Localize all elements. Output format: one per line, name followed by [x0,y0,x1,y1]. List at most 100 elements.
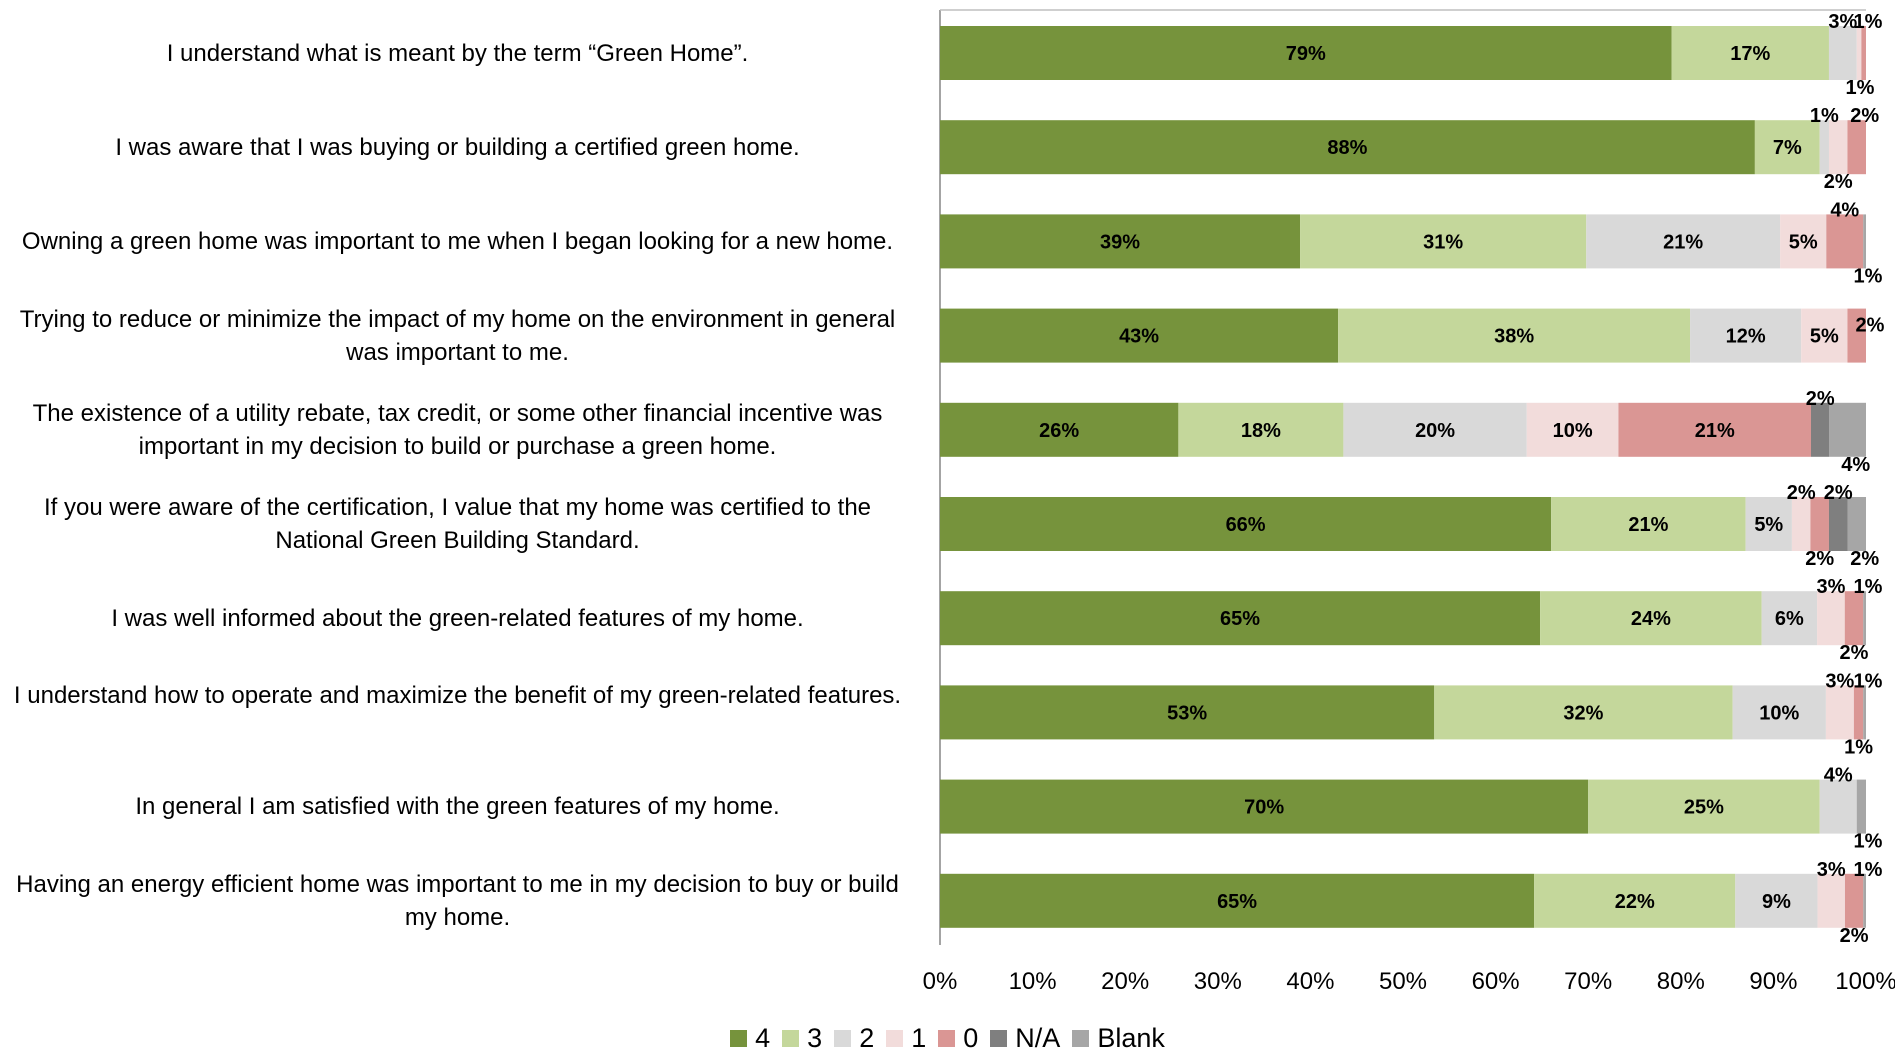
bar-segment-3 [1540,591,1762,646]
data-label: 66% [1226,514,1266,536]
data-label: 10% [1553,420,1593,442]
data-label: 43% [1119,326,1159,348]
bar-segment-1 [1856,26,1862,80]
bar-segment-1 [1780,214,1827,269]
bar-segment-4 [940,26,1672,80]
data-label: 3% [1817,859,1846,881]
bar-segment-0 [1847,308,1866,363]
data-label: 1% [1854,670,1883,692]
legend-label: 0 [963,1023,979,1053]
bar-segment-4 [940,214,1301,269]
data-label: 65% [1217,891,1257,913]
x-tick-label: 40% [1286,968,1334,995]
category-label: Trying to reduce or minimize the impact … [19,305,896,366]
bar-segment-3 [1434,685,1733,740]
data-label: 2% [1840,642,1869,664]
data-label: 38% [1494,326,1534,348]
category-label: In general I am satisfied with the green… [135,793,780,821]
bar-segment-2 [1745,497,1792,551]
bar-segment-blank [1847,497,1866,551]
data-label: 2% [1850,105,1879,127]
bar-segment-4 [940,497,1552,551]
data-label: 2% [1806,388,1835,410]
data-label: 20% [1415,420,1455,442]
x-tick-label: 80% [1657,968,1705,995]
data-label: 7% [1773,137,1802,159]
bar-segment-blank [1863,214,1866,269]
legend-label: 1 [911,1023,927,1053]
legend-swatch [834,1030,852,1047]
data-label: 1% [1844,736,1873,758]
data-label: 5% [1789,231,1818,253]
bar-segment-0 [1844,591,1864,646]
data-label: 88% [1327,137,1367,159]
legend-swatch [1072,1030,1090,1047]
bar-segment-2 [1586,214,1781,269]
bar-segment-1 [1791,497,1811,551]
data-label: 4% [1841,454,1870,476]
bar-segment-1 [1817,873,1845,928]
bar-segment-blank [1863,685,1866,740]
bar-segment-3 [1754,120,1820,175]
bar-segment-4 [940,779,1589,834]
data-label: 6% [1775,608,1804,630]
bar-segment-4 [940,308,1339,363]
x-tick-label: 10% [1009,968,1057,995]
data-label: 25% [1684,797,1724,819]
data-label: 4% [1824,765,1853,787]
data-label: 32% [1563,702,1603,724]
legend-item: 0 [938,1023,978,1054]
data-label: 18% [1241,420,1281,442]
bar-segment-1 [1828,120,1848,175]
data-label: 21% [1628,514,1668,536]
data-label: 5% [1754,514,1783,536]
legend-label: 3 [807,1023,823,1053]
data-label: 21% [1663,231,1703,253]
bar-segment-0 [1618,402,1811,457]
data-label: 24% [1631,608,1671,630]
data-label: 2% [1805,548,1834,570]
bar-segment-2 [1732,685,1826,740]
data-label: 3% [1828,11,1857,33]
bar-segment-blank [1863,873,1866,928]
legend-label: Blank [1097,1023,1165,1053]
data-label: 17% [1730,43,1770,65]
data-label: 1% [1854,831,1883,853]
data-label: 10% [1759,702,1799,724]
category-label: If you were aware of the certification, … [43,494,872,554]
data-label: 39% [1100,231,1140,253]
data-label: 2% [1824,482,1853,504]
data-label: 4% [1830,199,1859,221]
bar-segment-blank [1856,779,1866,834]
bar-segment-blank [1863,591,1866,646]
legend-item: 3 [782,1023,822,1054]
legend-label: N/A [1015,1023,1061,1053]
data-label: 1% [1854,11,1883,33]
bar-segment-na [1828,497,1848,551]
bar-segment-2 [1819,120,1829,175]
bar-segment-0 [1853,685,1864,740]
data-label: 12% [1726,326,1766,348]
data-label: 1% [1810,105,1839,127]
data-label: 2% [1856,315,1885,337]
legend-item: 2 [834,1023,874,1054]
bar-segment-0 [1844,873,1864,928]
legend-label: 4 [755,1023,771,1053]
bar-segment-3 [1534,873,1736,928]
legend-item: 4 [730,1023,770,1054]
legend-swatch [990,1030,1008,1047]
data-label: 1% [1846,77,1875,99]
legend-swatch [886,1030,904,1047]
bar-segment-2 [1690,308,1802,363]
x-tick-label: 30% [1194,968,1242,995]
bar-segment-1 [1817,591,1845,646]
bar-segment-1 [1801,308,1848,363]
x-tick-label: 100% [1835,968,1895,995]
data-label: 2% [1824,171,1853,193]
bar-segment-3 [1338,308,1691,363]
bar-segment-4 [940,873,1535,928]
bar-segment-2 [1828,26,1857,80]
bar-segment-3 [1551,497,1746,551]
data-label: 3% [1825,670,1854,692]
data-label: 22% [1615,891,1655,913]
